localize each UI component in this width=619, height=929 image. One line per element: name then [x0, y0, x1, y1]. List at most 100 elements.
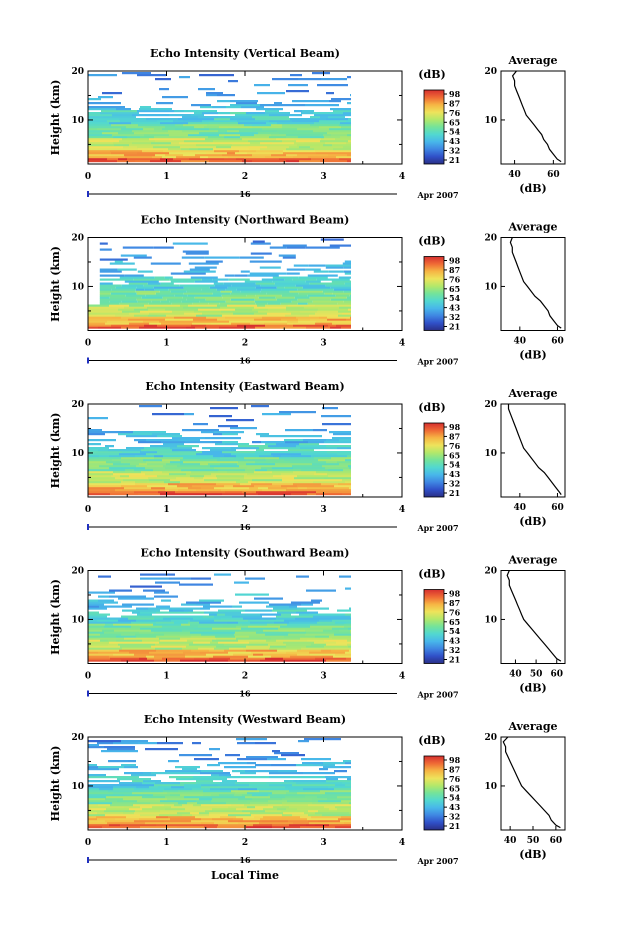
- heatmap-cell: [328, 786, 351, 789]
- heatmap-cell: [138, 742, 157, 745]
- colorbar-unit: (dB): [418, 401, 445, 414]
- heatmap-cell: [293, 324, 328, 327]
- heatmap-cell: [154, 457, 183, 460]
- heatmap-cell: [151, 790, 163, 793]
- heatmap-cell: [183, 270, 216, 273]
- heatmap-cell: [328, 154, 347, 157]
- heatmap-cell: [277, 649, 297, 652]
- heatmap-cell: [144, 324, 157, 327]
- profile-x-tick-label: 60: [547, 170, 560, 180]
- heatmap-cell: [309, 822, 344, 825]
- heatmap-cell: [270, 645, 286, 648]
- heatmap-cell: [88, 746, 104, 749]
- heatmap-cell: [190, 276, 218, 279]
- heatmap-cell: [178, 802, 187, 805]
- heatmap-cell: [198, 116, 218, 119]
- heatmap-cell: [100, 483, 135, 486]
- heatmap-cell: [121, 764, 136, 767]
- heatmap-cell: [98, 96, 113, 99]
- heatmap-cell: [258, 493, 291, 496]
- heatmap-cell: [135, 455, 154, 458]
- colorbar-tick-label: 43: [449, 136, 461, 146]
- heatmap-cell: [120, 254, 147, 257]
- heatmap-cell: [190, 475, 204, 478]
- panel-2: Echo Intensity (Northward Beam)Height (k…: [49, 214, 566, 367]
- heatmap-cell: [140, 136, 154, 139]
- heatmap-cell: [275, 296, 295, 299]
- profile-frame: [500, 403, 566, 498]
- heatmap-cell: [271, 453, 301, 456]
- heatmap-cells: [88, 405, 351, 496]
- profile-frame: [500, 736, 566, 831]
- heatmap-cell: [88, 467, 109, 470]
- heatmap-cell: [282, 244, 307, 247]
- heatmap-cell: [314, 122, 328, 125]
- heatmap-cell: [88, 493, 110, 496]
- heatmap-cell: [314, 148, 333, 151]
- heatmap-cell: [281, 810, 308, 813]
- heatmap-cell: [214, 431, 244, 434]
- heatmap-cell: [201, 804, 231, 807]
- heatmap-cell: [143, 320, 159, 323]
- heatmap-cell: [192, 814, 209, 817]
- heatmap-cell: [286, 268, 306, 271]
- heatmap-cell: [155, 782, 180, 785]
- heatmap-cell: [260, 104, 273, 107]
- heatmap-cell: [244, 457, 265, 460]
- heatmap-cell: [286, 272, 300, 275]
- heatmap-cell: [332, 627, 348, 630]
- heatmap-cell: [220, 457, 234, 460]
- heatmap-cell: [227, 152, 235, 155]
- heatmap-cell: [332, 437, 351, 440]
- colorbar-tick-label: 87: [449, 598, 460, 608]
- heatmap-cell: [184, 786, 201, 789]
- heatmap-cell: [200, 651, 228, 654]
- heatmap-cell: [182, 768, 197, 771]
- heatmap-cell: [240, 479, 252, 482]
- heatmap-cell: [186, 326, 195, 329]
- heatmap-cell: [276, 617, 295, 620]
- x-tick-label: 0: [85, 672, 91, 682]
- heatmap-cell: [274, 752, 299, 755]
- heatmap-cell: [252, 441, 261, 444]
- heatmap-cell: [180, 459, 217, 462]
- heatmap-cell: [254, 312, 267, 315]
- heatmap-cell: [190, 812, 199, 815]
- heatmap-cell: [88, 784, 120, 787]
- heatmap-cell: [338, 483, 351, 486]
- heatmap-cell: [234, 581, 249, 584]
- heatmap-cell: [205, 260, 223, 263]
- heatmap-cell: [111, 124, 138, 127]
- heatmap-cell: [320, 160, 347, 163]
- heatmap-cell: [211, 800, 247, 803]
- heatmap-cell: [327, 798, 351, 801]
- x-tick-label: 4: [399, 838, 405, 848]
- heatmap-cell: [213, 140, 248, 143]
- heatmap-cell: [226, 776, 240, 779]
- heatmap-cell: [291, 493, 307, 496]
- heatmap-cell: [309, 314, 338, 317]
- heatmap-cell: [225, 316, 262, 319]
- heatmap-cell: [192, 302, 209, 305]
- heatmap-cell: [231, 453, 259, 456]
- heatmap-cell: [290, 118, 326, 121]
- heatmap-cell: [214, 619, 248, 622]
- heatmap-cell: [214, 487, 249, 490]
- heatmap-cell: [316, 320, 351, 323]
- heatmap-cell: [218, 425, 238, 428]
- heatmap-cell: [206, 92, 223, 95]
- heatmap-cell: [324, 292, 333, 295]
- heatmap-cell: [154, 655, 185, 658]
- heatmap-cell: [249, 782, 266, 785]
- heatmap-cell: [88, 820, 105, 823]
- heatmap-cell: [236, 637, 271, 640]
- heatmap-cell: [109, 467, 145, 470]
- heatmap-cell: [308, 814, 322, 817]
- heatmap-cell: [244, 475, 273, 478]
- heatmap-cell: [210, 407, 238, 410]
- heatmap-cell: [337, 808, 351, 811]
- y-tick-label: 20: [71, 67, 84, 77]
- heatmap-cell: [313, 429, 327, 432]
- heatmap-cell: [200, 607, 210, 610]
- heatmap-cell: [195, 816, 220, 819]
